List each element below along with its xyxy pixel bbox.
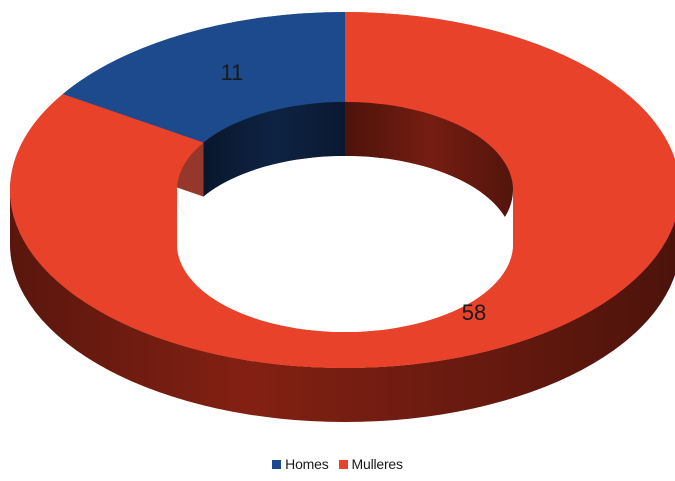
hole-wall-shade-0	[203, 102, 345, 197]
legend-item-mulleres: Mulleres	[338, 456, 404, 472]
legend-label-homes: Homes	[285, 456, 329, 472]
legend: Homes Mulleres	[0, 456, 675, 472]
hole-wall-shade-1	[345, 102, 513, 244]
legend-swatch-mulleres	[338, 459, 348, 469]
legend-label-mulleres: Mulleres	[351, 456, 404, 472]
data-label-homes: 11	[221, 60, 244, 85]
slice-mulleres	[10, 12, 675, 368]
slice-homes	[62, 12, 345, 143]
legend-item-homes: Homes	[272, 456, 329, 472]
outer-wall-shade-1	[10, 190, 675, 422]
data-label-mulleres: 58	[462, 300, 486, 325]
hole-front-top	[177, 190, 513, 332]
legend-swatch-homes	[272, 459, 282, 469]
